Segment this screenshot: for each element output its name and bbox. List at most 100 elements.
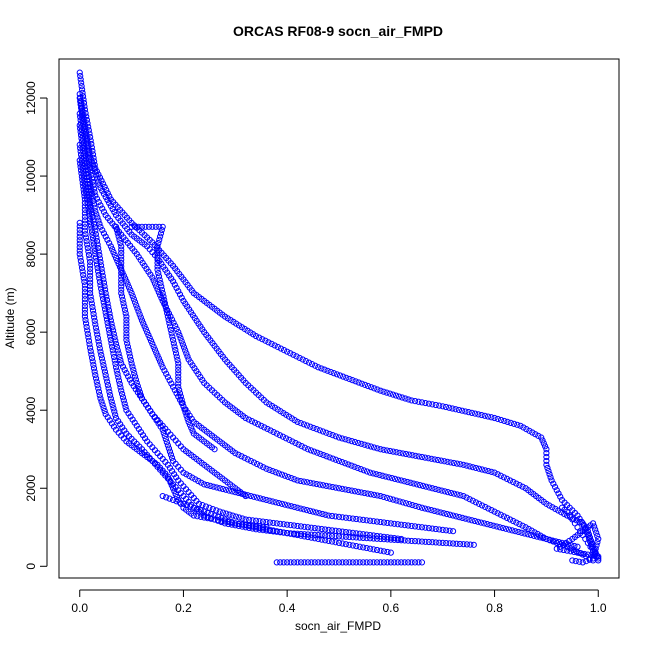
data-point xyxy=(339,559,346,566)
data-point xyxy=(294,504,301,511)
data-point xyxy=(112,411,119,418)
data-point xyxy=(333,371,341,378)
y-axis-label: Altitude (m) xyxy=(3,287,17,348)
data-point xyxy=(540,440,547,447)
data-point xyxy=(81,285,89,292)
data-point xyxy=(406,501,413,508)
data-point xyxy=(89,307,97,314)
data-point xyxy=(173,493,181,501)
data-point xyxy=(92,375,100,382)
data-point xyxy=(81,313,89,320)
data-point xyxy=(394,521,401,528)
data-point xyxy=(77,113,84,120)
data-point xyxy=(548,477,555,484)
data-point xyxy=(259,525,267,532)
data-point xyxy=(98,351,105,359)
data-point xyxy=(315,531,322,539)
data-point xyxy=(524,531,531,538)
data-point xyxy=(84,241,91,248)
data-point xyxy=(252,524,260,531)
data-point xyxy=(569,557,576,564)
data-point xyxy=(156,236,163,243)
data-point xyxy=(316,427,323,434)
data-point xyxy=(101,365,108,372)
data-point xyxy=(523,426,530,433)
data-point xyxy=(412,502,419,510)
data-point xyxy=(425,400,432,407)
data-point xyxy=(459,514,466,522)
data-point xyxy=(79,268,86,275)
data-point xyxy=(460,541,467,548)
data-point xyxy=(211,446,218,453)
data-point xyxy=(292,439,299,447)
data-point xyxy=(383,447,390,454)
data-point xyxy=(419,482,427,490)
data-point xyxy=(434,456,442,464)
data-point xyxy=(93,328,100,335)
data-point xyxy=(97,395,104,402)
data-point xyxy=(272,499,279,506)
data-point xyxy=(303,479,311,486)
data-point xyxy=(349,542,356,549)
data-point xyxy=(123,323,130,330)
data-point xyxy=(100,208,108,215)
data-point xyxy=(161,432,168,440)
data-point xyxy=(238,453,245,460)
data-point xyxy=(318,365,325,372)
data-point xyxy=(462,515,469,522)
data-point xyxy=(157,358,164,365)
data-point xyxy=(261,424,268,431)
data-point xyxy=(221,516,229,523)
data-point xyxy=(301,559,308,566)
data-point xyxy=(465,516,472,523)
data-point xyxy=(81,210,89,217)
data-point xyxy=(432,401,439,409)
data-point xyxy=(318,532,325,539)
data-point xyxy=(138,317,146,324)
data-point xyxy=(566,537,573,545)
data-point xyxy=(163,370,170,377)
data-point xyxy=(87,222,95,229)
data-point xyxy=(360,467,367,474)
data-point xyxy=(271,342,278,349)
data-point xyxy=(380,548,388,555)
data-point xyxy=(592,545,599,552)
data-point xyxy=(405,396,412,403)
data-point xyxy=(470,541,477,548)
data-point xyxy=(125,284,133,291)
data-point xyxy=(250,493,258,500)
data-point xyxy=(527,531,534,539)
data-point xyxy=(245,416,252,423)
data-point xyxy=(439,403,446,410)
data-point xyxy=(105,326,113,333)
data-point xyxy=(149,223,156,230)
data-point xyxy=(176,291,184,298)
data-point xyxy=(175,366,182,374)
data-point xyxy=(171,488,178,495)
data-point xyxy=(512,528,519,535)
data-point xyxy=(257,462,264,469)
data-point xyxy=(304,533,311,541)
data-point xyxy=(497,511,504,518)
data-point xyxy=(263,496,270,504)
data-point xyxy=(415,453,422,460)
data-point xyxy=(182,409,189,416)
data-point xyxy=(339,435,346,442)
data-point xyxy=(249,523,256,530)
data-point xyxy=(115,377,123,384)
data-point xyxy=(77,254,84,261)
data-point xyxy=(101,407,108,415)
data-point xyxy=(367,517,374,524)
data-point xyxy=(540,535,547,542)
data-point xyxy=(418,504,426,511)
data-point xyxy=(165,316,172,323)
data-point xyxy=(392,392,400,399)
data-point xyxy=(380,536,388,543)
data-point xyxy=(226,511,233,518)
x-tick-label: 0.2 xyxy=(175,601,192,615)
data-point xyxy=(161,300,169,307)
data-point xyxy=(379,472,386,479)
data-point xyxy=(297,523,305,530)
data-point xyxy=(374,386,381,393)
data-point xyxy=(116,236,123,243)
